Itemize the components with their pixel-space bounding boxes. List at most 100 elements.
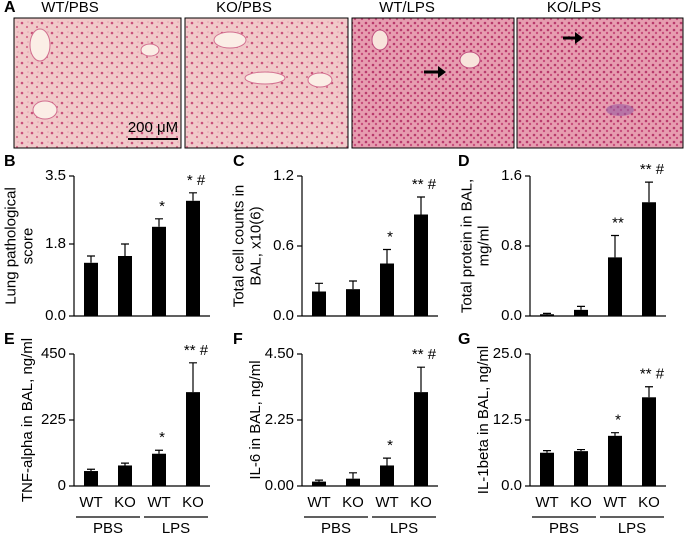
significance-label: * (387, 228, 393, 245)
y-tick-label: 0.0 (501, 307, 522, 324)
significance-label: ** # (640, 161, 665, 178)
y-axis-label: mg/ml (475, 226, 492, 267)
y-tick-label: 0.00 (265, 477, 294, 494)
bar (642, 202, 656, 316)
bar (540, 314, 554, 316)
significance-label: ** # (640, 366, 665, 383)
bar (414, 214, 428, 316)
micrograph-title: KO/PBS (216, 0, 272, 16)
bar (186, 392, 200, 486)
panel-label: A (4, 0, 16, 16)
error-bar (417, 366, 425, 393)
group-label: LPS (390, 520, 418, 537)
x-tick-label: KO (114, 494, 136, 511)
error-bar (121, 462, 129, 466)
significance-label: ** # (412, 176, 437, 193)
error-bar (189, 192, 197, 201)
error-bar (87, 255, 95, 263)
y-axis-label: IL-1beta in BAL, ng/ml (475, 346, 492, 494)
bar (608, 257, 622, 316)
bar (380, 263, 394, 316)
error-bar (121, 243, 129, 256)
y-axis-label: IL-6 in BAL, ng/ml (247, 360, 264, 479)
x-tick-label: WT (535, 494, 558, 511)
group-label: LPS (162, 520, 190, 537)
bar (312, 481, 326, 486)
micrograph-title: WT/PBS (41, 0, 99, 16)
y-tick-label: 0.6 (273, 237, 294, 254)
y-axis-label: TNF-alpha in BAL, ng/ml (19, 338, 36, 502)
significance-label: ** # (412, 346, 437, 363)
x-tick-label: KO (638, 494, 660, 511)
y-tick-label: 25.0 (493, 345, 522, 362)
micrographs (13, 17, 684, 149)
bar (346, 289, 360, 316)
x-tick-label: WT (603, 494, 626, 511)
error-bar (543, 450, 551, 453)
bar (118, 465, 132, 486)
y-tick-label: 0.0 (45, 307, 66, 324)
significance-label: * (159, 198, 165, 215)
y-tick-label: 450 (41, 345, 66, 362)
y-tick-label: 0.0 (273, 307, 294, 324)
error-bar (383, 457, 391, 466)
error-bar (645, 386, 653, 398)
bar (312, 291, 326, 316)
scale-bar-label: 200 μM (128, 119, 178, 136)
bar (84, 471, 98, 486)
error-bar (417, 196, 425, 215)
significance-label: ** # (184, 342, 209, 359)
panel-label: C (233, 153, 245, 170)
y-tick-label: 0.0 (501, 477, 522, 494)
bar (414, 392, 428, 486)
error-bar (349, 280, 357, 290)
panel-label: D (458, 153, 470, 170)
error-bar (383, 248, 391, 264)
error-bar (611, 234, 619, 258)
y-axis-label: score (19, 228, 36, 265)
y-axis-label: Total cell counts in (230, 185, 247, 308)
significance-label: * (615, 412, 621, 429)
error-bar (189, 362, 197, 393)
x-tick-label: KO (342, 494, 364, 511)
panel-label: F (233, 331, 243, 348)
error-bar (577, 448, 585, 452)
error-bar (155, 449, 163, 454)
error-bar (543, 312, 551, 315)
y-tick-label: 3.5 (45, 167, 66, 184)
bar (186, 200, 200, 316)
bar (540, 452, 554, 486)
y-tick-label: 1.8 (45, 235, 66, 252)
group-label: PBS (549, 520, 579, 537)
bar (118, 256, 132, 316)
bar (642, 397, 656, 486)
error-bar (349, 472, 357, 479)
y-tick-label: 12.5 (493, 411, 522, 428)
x-tick-label: KO (182, 494, 204, 511)
panel-label: B (4, 153, 16, 170)
bar (152, 226, 166, 316)
group-label: PBS (93, 520, 123, 537)
x-tick-label: WT (79, 494, 102, 511)
significance-label: ** (612, 214, 624, 231)
bar (346, 478, 360, 486)
y-tick-label: 0.8 (501, 237, 522, 254)
bar (152, 453, 166, 486)
y-tick-label: 1.2 (273, 167, 294, 184)
y-tick-label: 4.50 (265, 345, 294, 362)
y-tick-label: 2.25 (265, 411, 294, 428)
y-axis-label: Lung pathological (2, 187, 19, 305)
micrograph-title: KO/LPS (547, 0, 601, 16)
error-bar (315, 479, 323, 482)
x-tick-label: WT (307, 494, 330, 511)
bar (608, 435, 622, 486)
y-tick-label: 1.6 (501, 167, 522, 184)
group-label: LPS (618, 520, 646, 537)
error-bar (577, 305, 585, 310)
group-label: PBS (321, 520, 351, 537)
significance-label: * (387, 437, 393, 454)
panel-label: E (4, 331, 15, 348)
x-tick-label: WT (375, 494, 398, 511)
panel-label: G (458, 331, 470, 348)
